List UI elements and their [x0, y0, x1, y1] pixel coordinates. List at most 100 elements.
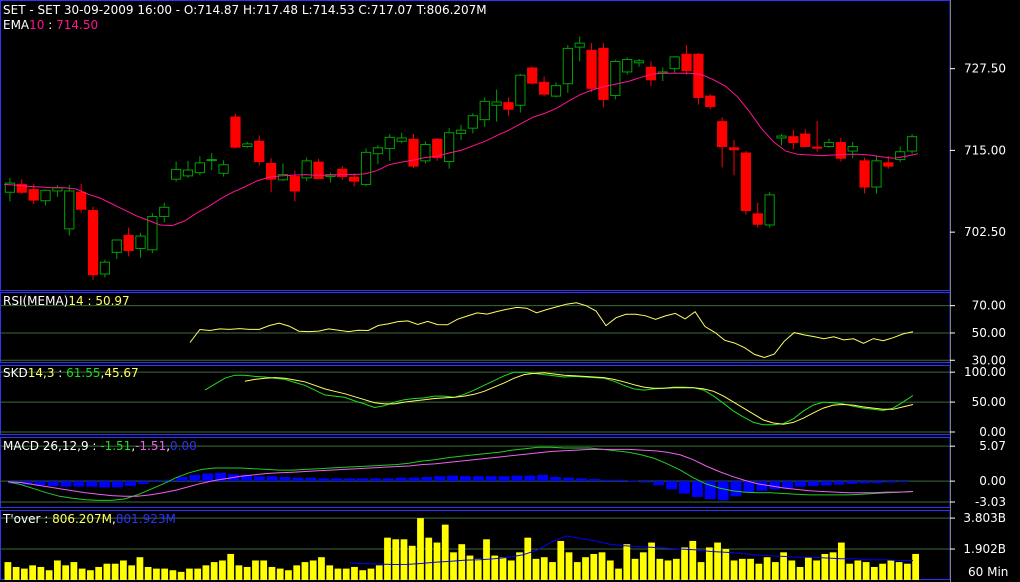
macd-comma2: ,: [166, 439, 170, 453]
macd-hist-bar: [833, 481, 845, 485]
macd-hist-bar: [253, 476, 265, 482]
candle-body: [895, 151, 906, 161]
candle: [669, 56, 680, 73]
macd-hist-bar: [898, 481, 909, 483]
macd-hist-bar: [163, 479, 175, 482]
macd-hist-bar: [704, 481, 716, 500]
y-tick-label: 0.00: [979, 425, 1006, 439]
macd-hist-bar: [743, 481, 755, 493]
turnover-bar: [384, 537, 391, 580]
candle-body: [883, 162, 894, 167]
candle-body: [906, 136, 918, 152]
macd-panel[interactable]: 5.070.00-3.03 MACD 26,12,9 : -1.51,-1.51…: [0, 439, 1006, 509]
tover-label: T'over: [2, 512, 40, 526]
macd-line: [7, 446, 914, 501]
rsi-panel[interactable]: 70.00 50.00 30.00 RSI(MEMA)14 : 50.97: [0, 294, 1006, 367]
candle-body: [123, 234, 134, 251]
candle-body: [859, 160, 870, 188]
turnover-bar: [458, 544, 466, 580]
turnover-bar: [565, 552, 573, 580]
candle-body: [705, 95, 716, 108]
turnover-bar: [491, 555, 499, 580]
turnover-bar: [854, 560, 862, 580]
candle-body: [265, 162, 277, 180]
macd-hist-bar: [679, 481, 690, 494]
turnover-bar: [326, 565, 334, 580]
macd-hist-bar: [511, 475, 523, 482]
turnover-bar: [499, 557, 507, 580]
turnover-bar: [144, 566, 152, 580]
macd-hist-bar: [421, 476, 433, 482]
skd-label: SKD: [3, 366, 28, 380]
candle-body: [847, 145, 858, 152]
turnover-bar: [623, 544, 631, 580]
turnover-bar: [120, 560, 127, 580]
candle-body: [527, 67, 538, 84]
macd-hist-bar: [498, 476, 510, 482]
candle: [289, 170, 300, 202]
macd-hist-bar: [537, 474, 549, 482]
macd-legend: MACD 26,12,9 : -1.51,-1.51,0.00: [3, 439, 197, 453]
turnover-bar: [425, 537, 433, 580]
candle-body: [301, 160, 312, 179]
macd-hist-bar: [266, 476, 278, 482]
candle: [467, 113, 478, 134]
macd-hist-bar: [872, 481, 884, 484]
candle-body: [28, 189, 39, 201]
turnover-bar: [268, 566, 276, 580]
turnover-bar: [714, 542, 721, 580]
turnover-bar: [862, 562, 870, 580]
price-panel[interactable]: 727.50 715.00 702.50 SET - SET 30-09-2009 …: [3, 3, 1006, 280]
turnover-bar: [161, 568, 169, 580]
ema-label: EMA: [3, 18, 30, 32]
candle-body: [420, 144, 431, 162]
rsi-label: RSI(MEMA): [3, 294, 68, 308]
macd-hist-bar: [885, 481, 897, 483]
turnover-bar: [301, 562, 309, 580]
macd-hist-bar: [356, 478, 368, 482]
candle: [325, 172, 336, 183]
turnover-bar: [408, 545, 416, 580]
turnover-bar: [516, 552, 523, 580]
turnover-bar: [606, 560, 614, 580]
turnover-bars: [4, 518, 919, 580]
candle: [396, 132, 407, 144]
candle: [337, 166, 348, 180]
turnover-bar: [615, 568, 622, 580]
turnover-bar: [813, 560, 820, 580]
turnover-bar: [747, 558, 754, 580]
turnover-bar: [648, 542, 655, 580]
macd-hist-bar: [137, 481, 149, 484]
candle-body: [503, 102, 514, 110]
candle-body: [871, 160, 882, 188]
macd-hist-bar: [563, 477, 574, 482]
candle: [705, 94, 716, 110]
candle: [610, 59, 621, 100]
stochastic-panel[interactable]: 100.00 50.00 0.00 SKD14,3 : 61.55,45.67: [0, 365, 1006, 439]
tover-legend: T'over : 806.207M,801.923M: [2, 512, 176, 526]
candle: [811, 120, 823, 152]
chart-title: SET - SET 30-09-2009 16:00 - O:714.87 H:…: [3, 3, 487, 17]
macd-hist-bar: [588, 479, 600, 482]
candle: [835, 137, 846, 162]
candle: [52, 185, 63, 197]
macd-hist-bar: [859, 481, 871, 484]
candle: [254, 135, 265, 166]
turnover-bar: [804, 557, 812, 580]
candle: [444, 128, 455, 169]
macd-comma1: ,: [131, 439, 135, 453]
y-tick-label: 50.00: [972, 326, 1006, 340]
macd-label: MACD 26,12,9: [3, 439, 89, 453]
turnover-bar: [763, 557, 771, 580]
y-tick-label: 702.50: [964, 225, 1006, 239]
turnover-panel[interactable]: 3.803B 1.902B T'over : 806.207M,801.923M: [0, 511, 1006, 580]
candle: [693, 52, 704, 105]
candle-body: [491, 101, 502, 106]
candle-body: [764, 194, 775, 226]
candle: [218, 160, 229, 177]
turnover-bar: [252, 560, 259, 580]
turnover-bar: [738, 558, 746, 580]
macd-hist-bar: [369, 478, 381, 482]
turnover-bar: [507, 560, 515, 580]
